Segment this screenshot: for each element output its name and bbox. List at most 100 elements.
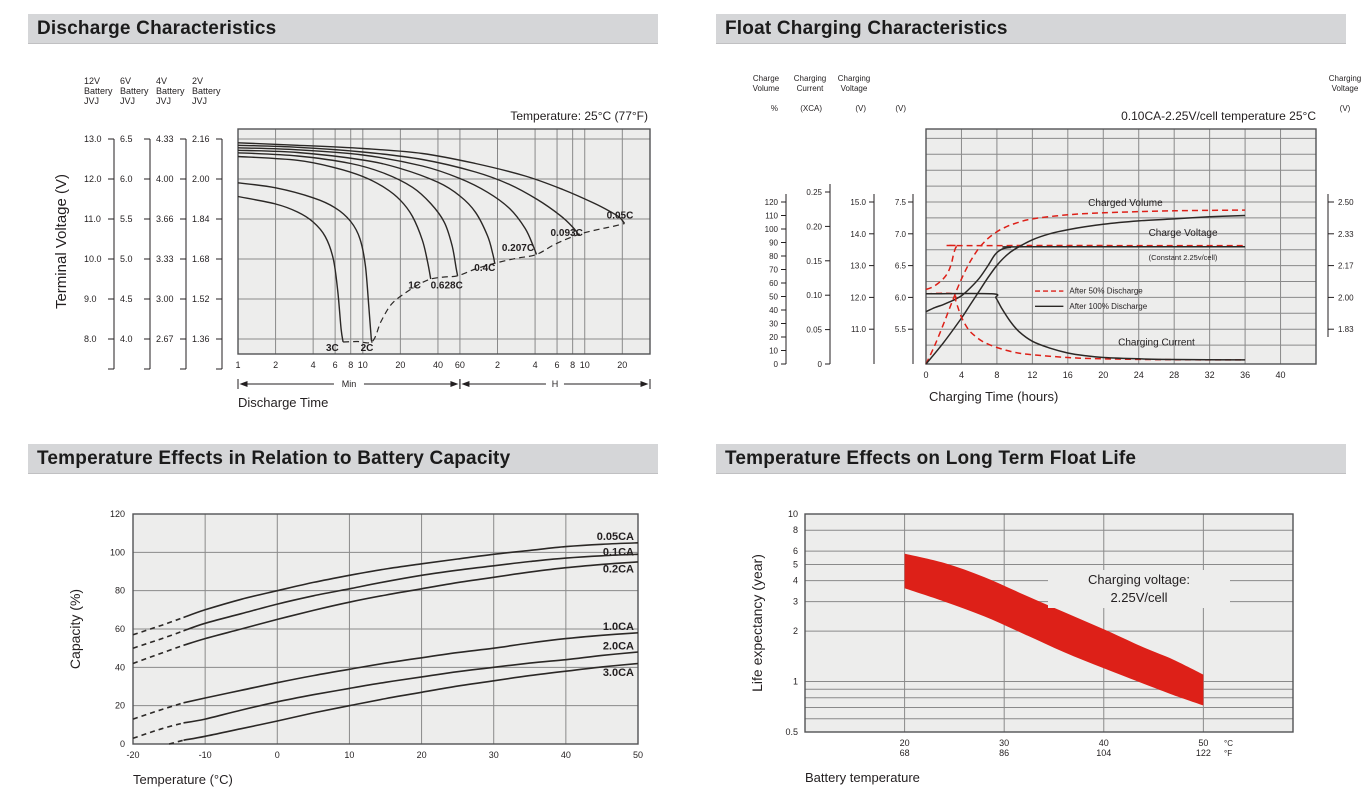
svg-text:8.0: 8.0 [84, 334, 97, 344]
svg-text:12: 12 [1027, 370, 1037, 380]
capacity-xlabel: Temperature (°C) [133, 772, 233, 787]
svg-text:50: 50 [769, 293, 778, 302]
label--Constant-2-25v-cell-: (Constant 2.25v/cell) [1149, 253, 1218, 262]
svg-text:1: 1 [793, 677, 798, 687]
discharge-curve-labels: 3C 2C 1C 0.628C 0.4C 0.207C 0.093C 0.05C [326, 210, 633, 354]
svg-text:H: H [552, 379, 559, 389]
svg-text:Charging: Charging [794, 74, 826, 83]
svg-text:2.00: 2.00 [1338, 293, 1354, 302]
svg-text:12.0: 12.0 [84, 174, 102, 184]
svg-text:10: 10 [788, 509, 798, 519]
svg-text:10.0: 10.0 [84, 254, 102, 264]
svg-text:15.0: 15.0 [850, 198, 866, 207]
svg-text:10: 10 [358, 360, 368, 370]
float-life-chart: Charging voltage: 2.25V/cell 10 8 6 5 4 3 2 1 0.5 2… [716, 484, 1365, 795]
svg-text:68: 68 [900, 748, 910, 758]
svg-text:0.20: 0.20 [806, 222, 822, 231]
svg-text:0.05: 0.05 [806, 326, 822, 335]
annotation-line-1: Charging voltage: [1088, 572, 1190, 587]
svg-text:60: 60 [769, 279, 778, 288]
svg-text:4.33: 4.33 [156, 134, 174, 144]
svg-text:30: 30 [489, 750, 499, 760]
capacity-title-bar: Temperature Effects in Relation to Batte… [28, 444, 658, 474]
capacity-chart: 0 20 40 60 80 100 120 -20 -10 0 10 20 30 40 50 Capacity… [28, 484, 678, 795]
float-condition-note: 0.10CA-2.25V/cell temperature 25°C [1121, 109, 1316, 123]
svg-text:Voltage: Voltage [841, 84, 868, 93]
svg-text:0.10: 0.10 [806, 291, 822, 300]
discharge-ylabel: Terminal Voltage (V) [53, 174, 70, 309]
svg-text:Battery: Battery [192, 86, 221, 96]
curve-3.0CA [183, 662, 639, 741]
svg-text:20: 20 [115, 701, 125, 711]
svg-text:2: 2 [495, 360, 500, 370]
svg-text:7.5: 7.5 [895, 198, 907, 207]
svg-text:20: 20 [417, 750, 427, 760]
life-xlabel: Battery temperature [805, 770, 920, 785]
svg-text:10: 10 [769, 347, 778, 356]
svg-text:6: 6 [555, 360, 560, 370]
discharge-title: Discharge Characteristics [37, 18, 277, 39]
svg-text:40: 40 [433, 360, 443, 370]
svg-text:120: 120 [765, 198, 779, 207]
svg-text:24: 24 [1134, 370, 1144, 380]
capacity-curves: 0.05CA 0.1CA 0.2CA 1.0CA 2.0CA 3.0CA [132, 531, 639, 745]
svg-text:-20: -20 [126, 750, 139, 760]
svg-text:14.0: 14.0 [850, 230, 866, 239]
svg-text:6.0: 6.0 [120, 174, 133, 184]
svg-text:Charging: Charging [838, 74, 870, 83]
svg-text:6.5: 6.5 [120, 134, 133, 144]
discharge-x-ticks: 1 2 4 6 8 10 20 40 60 2 4 6 8 10 20 [235, 360, 627, 370]
float-charging-section: Float Charging Characteristics Charge Vol… [716, 14, 1365, 416]
svg-text:0: 0 [774, 360, 779, 369]
svg-text:0: 0 [120, 739, 125, 749]
svg-text:104: 104 [1096, 748, 1111, 758]
curve-charging_current_after_100% [925, 292, 1246, 361]
svg-text:20: 20 [1098, 370, 1108, 380]
label-Charge-Voltage: Charge Voltage [1149, 228, 1218, 239]
svg-text:20: 20 [769, 333, 778, 342]
curve-dash-0.1CA [132, 630, 184, 649]
svg-text:11.0: 11.0 [851, 325, 867, 334]
svg-text:30: 30 [769, 320, 778, 329]
svg-text:4: 4 [793, 576, 798, 586]
life-y-ticks: 10 8 6 5 4 3 2 1 0.5 [785, 509, 798, 737]
svg-text:(V): (V) [1340, 104, 1351, 113]
svg-text:°F: °F [1224, 749, 1232, 758]
svg-text:6V: 6V [120, 76, 131, 86]
svg-text:6: 6 [793, 546, 798, 556]
svg-text:40: 40 [561, 750, 571, 760]
curve-label-0.207C: 0.207C [502, 243, 534, 254]
svg-text:100: 100 [110, 547, 125, 557]
discharge-plot: 12VBatteryJVJ13.012.011.010.09.08.06VBat… [53, 76, 651, 410]
svg-text:3: 3 [793, 597, 798, 607]
svg-text:Charge: Charge [753, 74, 780, 83]
svg-text:Battery: Battery [156, 86, 185, 96]
svg-text:13.0: 13.0 [84, 134, 102, 144]
label-Charged-Volume: Charged Volume [1088, 198, 1163, 209]
discharge-temperature-note: Temperature: 25°C (77°F) [510, 109, 648, 123]
svg-text:JVJ: JVJ [120, 96, 135, 106]
annotation-backdrop [1048, 570, 1230, 608]
curve-0.2CA [183, 561, 639, 647]
curve-0.093C [237, 144, 580, 235]
curve-charge_voltage_after_100% [925, 246, 1246, 313]
svg-text:4V: 4V [156, 76, 167, 86]
curve-dash-0.05CA [132, 616, 184, 636]
curve-label-0.628C: 0.628C [431, 281, 463, 292]
svg-text:Min: Min [342, 379, 357, 389]
svg-text:5.0: 5.0 [120, 254, 133, 264]
life-ylabel: Life expectancy (year) [749, 554, 765, 692]
curve-label-0.4C: 0.4C [474, 263, 495, 274]
svg-text:20: 20 [395, 360, 405, 370]
svg-text:70: 70 [769, 266, 778, 275]
svg-text:1.83: 1.83 [1338, 325, 1354, 334]
svg-text:122: 122 [1196, 748, 1211, 758]
float-life-section: Temperature Effects on Long Term Float L… [716, 444, 1365, 795]
svg-text:1.68: 1.68 [192, 254, 210, 264]
svg-text:60: 60 [115, 624, 125, 634]
svg-text:16: 16 [1063, 370, 1073, 380]
discharge-title-bar: Discharge Characteristics [28, 14, 658, 44]
curve-label-3C: 3C [326, 343, 339, 354]
